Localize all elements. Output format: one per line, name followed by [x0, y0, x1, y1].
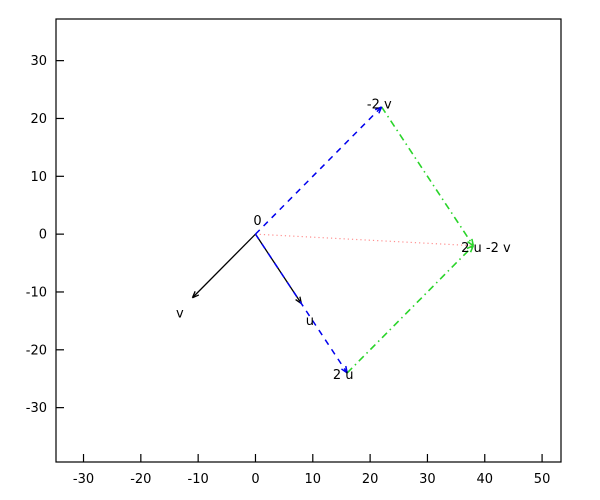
x-tick-label: -30	[73, 472, 94, 487]
vector-2u-arrowhead-barb1	[341, 368, 348, 374]
y-tick-label: -10	[26, 285, 47, 300]
x-tick-label: 50	[534, 472, 551, 487]
y-tick-label: 10	[30, 170, 47, 185]
point-label: u	[306, 314, 314, 329]
side-2u-to-2u-2v-arrowhead-barb2	[466, 244, 474, 250]
y-tick-label: 20	[30, 112, 47, 127]
point-label: 0	[253, 214, 261, 229]
x-tick-label: 0	[251, 472, 259, 487]
side-minus2v-to-2u-2v-arrowhead-barb2	[471, 238, 475, 246]
vector-v	[191, 233, 256, 299]
y-tick-label: -30	[26, 401, 47, 416]
y-tick-label: -20	[26, 343, 47, 358]
side-minus2v-to-2u-2v	[380, 106, 474, 247]
vector-2u-arrowhead-barb2	[345, 365, 348, 374]
side-minus2v-to-2u-2v-arrowhead-barb1	[467, 241, 474, 247]
plot-border	[55, 18, 562, 463]
vector-minus2v-arrowhead-barb1	[378, 106, 383, 114]
y-tick-label: 30	[30, 54, 47, 69]
x-tick-label: 30	[419, 472, 436, 487]
point-label: v	[176, 306, 184, 321]
x-tick-label: 20	[362, 472, 379, 487]
vector-minus2v-arrowhead-barb2	[374, 106, 382, 111]
vector-2u	[254, 233, 348, 374]
side-2u-to-2u-2v	[346, 245, 474, 374]
y-tick-label: 0	[39, 228, 47, 243]
resultant-0-to-2u-2v	[255, 233, 474, 247]
vector-v-arrowhead-barb2	[192, 294, 200, 299]
point-label: 2 u -2 v	[461, 241, 511, 256]
point-label: 2 u	[333, 368, 354, 383]
x-tick-label: -10	[188, 472, 209, 487]
point-label: -2 v	[367, 98, 392, 113]
x-tick-label: 40	[476, 472, 493, 487]
x-tick-label: -20	[130, 472, 151, 487]
x-tick-label: 10	[305, 472, 322, 487]
vector-v-arrowhead-barb1	[191, 291, 196, 299]
side-2u-to-2u-2v-arrowhead-barb1	[469, 245, 475, 253]
